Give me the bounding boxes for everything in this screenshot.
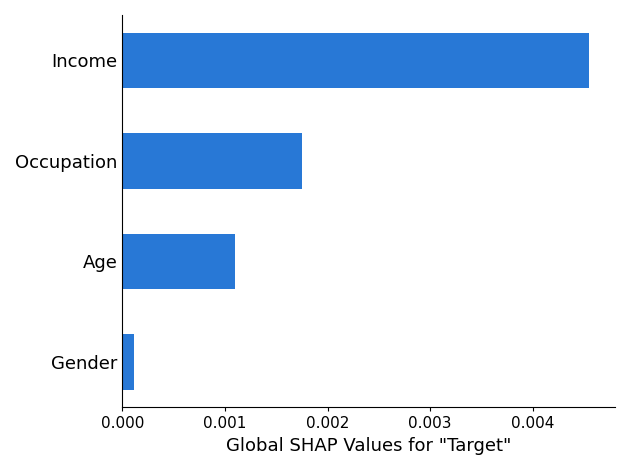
Bar <box>122 334 134 390</box>
Bar <box>122 133 302 188</box>
X-axis label: Global SHAP Values for "Target": Global SHAP Values for "Target" <box>226 437 512 455</box>
Bar <box>122 33 589 88</box>
Bar <box>122 234 235 289</box>
